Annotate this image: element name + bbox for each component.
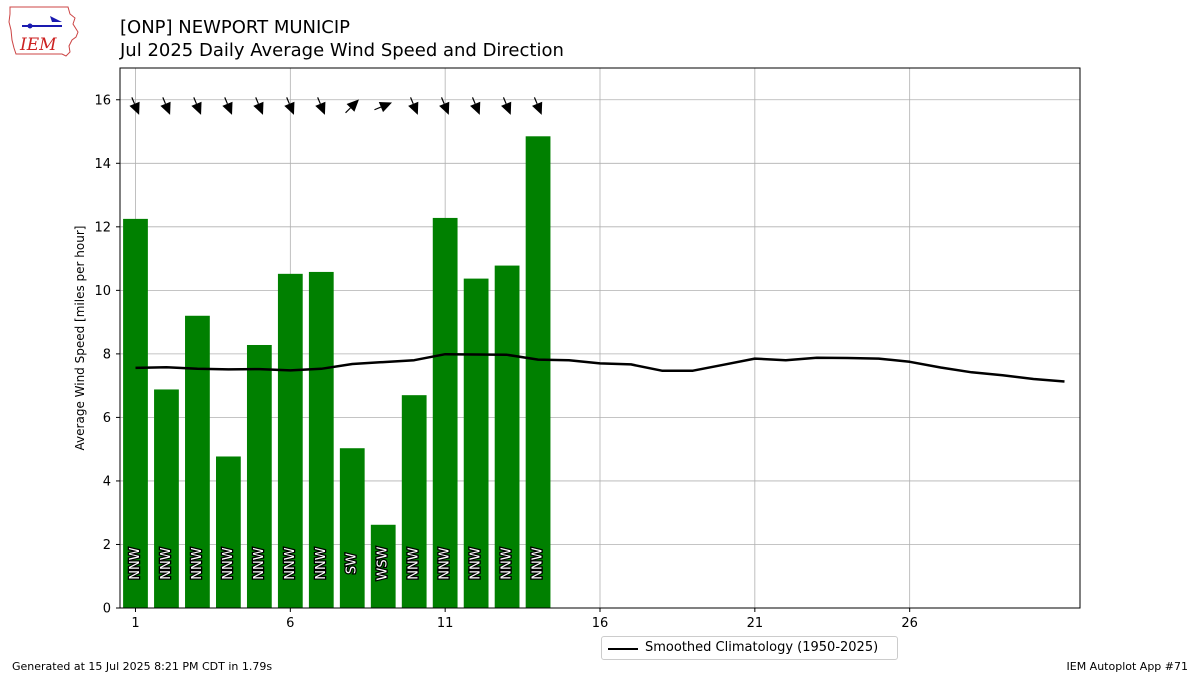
y-tick-label: 14 [94,157,111,172]
wind-arrow-day-11 [439,97,450,115]
logo-station-dot [27,23,33,29]
y-tick-label: 0 [103,602,111,617]
app-credit: IEM Autoplot App #71 [1066,660,1189,673]
bar-day-13 [494,265,520,608]
direction-label-day-4: NNW [221,547,236,579]
wind-arrow-day-1 [129,97,140,115]
direction-label-day-14: NNW [531,547,546,579]
logo-text: IEM [19,35,57,55]
direction-label-day-13: NNW [500,547,515,579]
wind-arrows [129,97,543,115]
x-tick-label: 26 [901,616,918,631]
y-tick-label: 6 [103,411,111,426]
direction-label-day-7: NNW [314,547,329,579]
generated-timestamp: Generated at 15 Jul 2025 8:21 PM CDT in … [12,660,273,673]
legend-label: Smoothed Climatology (1950-2025) [645,640,879,655]
wind-arrow-day-9 [374,101,393,113]
wind-arrow-day-3 [191,97,202,115]
bars [123,136,551,608]
bar-day-8 [339,448,365,608]
wind-arrow-day-14 [532,97,543,115]
x-tick-label: 6 [286,616,294,631]
direction-label-day-2: NNW [159,547,174,579]
climatology-line [135,352,1065,383]
direction-label-day-6: NNW [283,547,298,579]
bar-day-2 [154,389,179,608]
y-tick-label: 4 [103,474,111,489]
bar-day-7 [308,271,334,608]
x-tick-label: 11 [437,616,454,631]
iowa-outline-shape [8,6,79,57]
wind-arrow-day-4 [222,97,233,115]
bar-day-12 [463,278,489,608]
legend-line-swatch [608,648,638,650]
x-tick-label: 16 [592,616,609,631]
logo-wind-barb [50,16,62,22]
direction-label-day-8: SW [345,553,360,574]
y-axis-label: Average Wind Speed [miles per hour] [73,226,87,451]
direction-label-day-12: NNW [469,547,484,579]
bar-day-6 [277,273,303,608]
direction-label-day-9: WSW [376,546,391,580]
bar-day-3 [185,315,210,608]
wind-arrow-day-8 [345,99,359,114]
wind-arrow-day-10 [408,97,419,115]
wind-arrow-day-6 [284,97,295,115]
bar-day-4 [216,456,241,608]
y-tick-label: 8 [103,347,111,362]
x-tick-label: 21 [747,616,764,631]
y-tick-label: 10 [94,284,111,299]
bar-day-11 [432,217,458,608]
chart-title-station: [ONP] NEWPORT MUNICIP [120,17,351,38]
bar-day-14 [525,136,551,608]
direction-labels: NNW NNW NNW NNW NNW NNW NNW SW WSW NNW NNW NNW NNW NN… [127,545,547,582]
wind-arrow-day-5 [253,97,264,115]
direction-label-day-3: NNW [190,547,205,579]
wind-arrow-day-7 [315,97,326,115]
y-tick-label: 2 [103,538,111,553]
wind-arrow-day-12 [470,97,481,115]
x-tick-label: 1 [131,616,139,631]
bar-day-10 [401,395,427,608]
wind-arrow-day-2 [160,97,171,115]
direction-label-day-1: NNW [128,547,143,579]
legend: Smoothed Climatology (1950-2025) [601,636,898,660]
bar-day-5 [246,344,272,608]
iem-logo-icon: IEM [8,6,79,57]
direction-label-day-10: NNW [407,547,422,579]
bar-day-1 [123,218,148,608]
y-tick-label: 12 [94,220,111,235]
y-tick-label: 16 [94,93,111,108]
chart-title-description: Jul 2025 Daily Average Wind Speed and Di… [120,40,564,61]
direction-label-day-5: NNW [252,547,267,579]
climatology-layer [135,352,1065,383]
wind-arrow-day-13 [501,97,512,115]
bar-day-9 [370,524,396,608]
direction-label-day-11: NNW [438,547,453,579]
